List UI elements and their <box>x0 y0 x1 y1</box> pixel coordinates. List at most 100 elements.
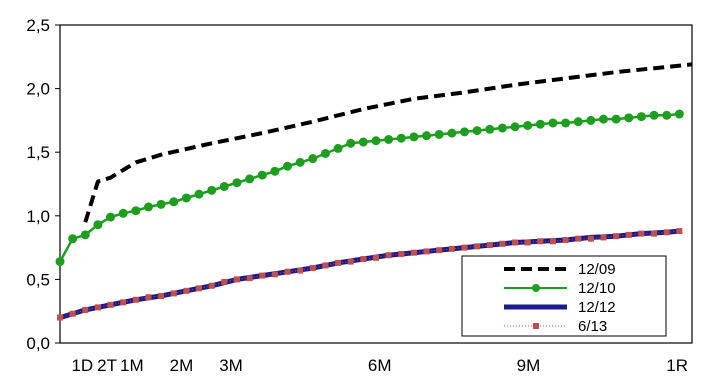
data-point <box>82 306 89 313</box>
data-point <box>69 310 76 317</box>
data-point <box>548 118 558 128</box>
x-tick-label: 1R <box>666 356 688 375</box>
data-point <box>537 238 544 245</box>
data-point <box>523 120 533 130</box>
data-point <box>396 133 406 143</box>
data-point <box>346 138 356 148</box>
data-point <box>156 199 166 209</box>
data-point <box>474 243 481 250</box>
data-point <box>448 245 455 252</box>
plot-area-frame <box>59 24 693 344</box>
data-point <box>486 242 493 249</box>
data-point <box>651 230 658 237</box>
data-point <box>461 244 468 251</box>
data-point <box>599 114 609 124</box>
data-point <box>259 272 266 279</box>
y-tick-label: 2,0 <box>26 80 50 99</box>
data-point <box>373 254 379 261</box>
data-point <box>434 129 444 139</box>
data-point <box>80 230 90 240</box>
legend-label: 12/09 <box>578 261 616 278</box>
data-point <box>676 228 683 235</box>
data-point <box>246 275 253 282</box>
data-point <box>308 154 318 164</box>
series-6-13 <box>57 228 683 321</box>
data-point <box>398 250 405 257</box>
data-point <box>638 230 645 237</box>
data-point <box>232 178 242 188</box>
data-point <box>447 128 457 138</box>
data-point <box>384 134 394 144</box>
data-point <box>245 174 255 184</box>
data-point <box>283 161 293 171</box>
data-point <box>674 109 684 119</box>
data-point <box>145 294 152 301</box>
data-point <box>295 157 305 167</box>
x-tick-label: 3M <box>219 356 243 375</box>
data-point <box>410 249 417 256</box>
data-point <box>472 126 482 136</box>
data-point <box>510 122 520 132</box>
data-point <box>586 115 596 125</box>
data-point <box>271 271 278 278</box>
data-point <box>233 276 240 283</box>
data-point <box>181 193 191 203</box>
data-point <box>169 197 179 207</box>
data-point <box>549 238 556 245</box>
x-tick-label: 2T <box>97 356 117 375</box>
data-point <box>170 290 177 297</box>
data-point <box>158 292 165 299</box>
data-point <box>485 124 495 134</box>
x-tick-label: 9M <box>517 356 541 375</box>
data-point <box>524 239 531 246</box>
data-point <box>194 189 204 199</box>
legend-label: 12/12 <box>578 299 616 316</box>
y-tick-label: 0,5 <box>26 270 50 289</box>
data-point <box>219 182 229 192</box>
data-point <box>221 278 228 285</box>
data-point <box>423 248 430 255</box>
legend-item: 12/12 <box>504 299 616 316</box>
legend-label: 12/10 <box>578 280 616 297</box>
data-point <box>535 119 545 129</box>
data-point <box>436 247 443 254</box>
data-point <box>333 143 343 153</box>
data-point <box>663 229 670 236</box>
data-point <box>208 282 215 289</box>
data-point <box>600 234 607 241</box>
legend-item: 12/10 <box>504 280 616 297</box>
data-point <box>459 127 469 137</box>
data-point <box>662 110 672 120</box>
data-point <box>297 267 304 274</box>
data-point <box>587 235 594 242</box>
data-point <box>562 236 569 243</box>
data-point <box>107 301 114 308</box>
data-point <box>575 235 582 242</box>
data-point <box>649 110 659 120</box>
legend-item: 12/09 <box>504 261 616 278</box>
data-point <box>347 258 354 265</box>
y-tick-label: 0,0 <box>26 334 50 353</box>
legend-label: 6/13 <box>578 318 607 335</box>
data-point <box>94 304 101 311</box>
data-point <box>573 117 583 127</box>
y-tick-label: 1,0 <box>26 207 50 226</box>
data-point <box>611 114 621 124</box>
data-point <box>68 234 78 244</box>
data-point <box>422 131 432 141</box>
data-point <box>636 112 646 122</box>
data-point <box>499 240 506 247</box>
data-point <box>309 264 316 271</box>
data-point <box>57 314 63 321</box>
data-point <box>409 132 419 142</box>
data-point <box>106 212 116 222</box>
legend: 12/09 12/10 12/12 6/13 <box>461 255 667 337</box>
data-point <box>196 285 203 292</box>
data-point <box>284 268 291 275</box>
data-point <box>270 166 280 176</box>
data-point <box>335 259 342 266</box>
data-point <box>183 287 190 294</box>
legend-marker <box>532 284 540 292</box>
